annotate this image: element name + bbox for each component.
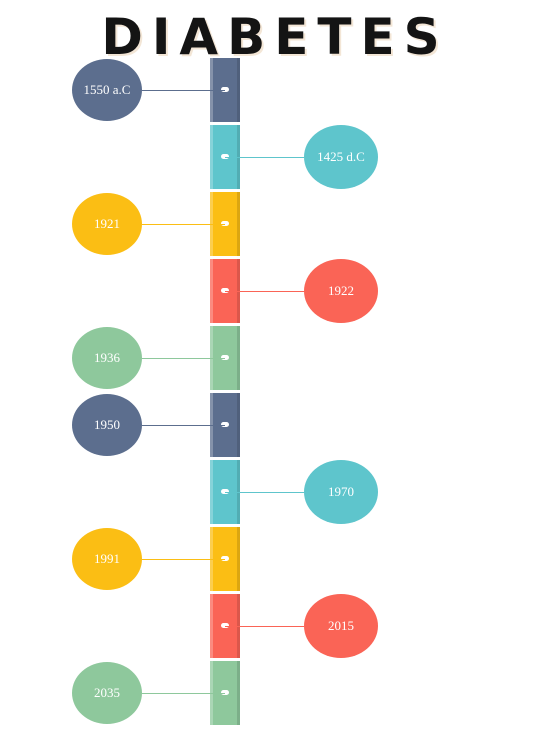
timeline-event-label: 1550 a.C <box>83 82 131 97</box>
timeline-event-bubble: 1550 a.C <box>72 59 142 121</box>
timeline-event-label: 1922 <box>328 283 354 298</box>
timeline-marker <box>221 288 229 293</box>
timeline-marker <box>221 489 229 494</box>
timeline-marker <box>221 556 229 561</box>
timeline-event-label: 1991 <box>94 551 120 566</box>
timeline-marker <box>221 623 229 628</box>
timeline-event-bubble: 1425 d.C <box>304 125 378 189</box>
timeline-marker <box>221 87 229 92</box>
timeline-marker <box>221 154 229 159</box>
timeline-connector <box>225 492 304 493</box>
timeline-event-bubble: 1936 <box>72 327 142 389</box>
timeline-connector <box>225 626 304 627</box>
timeline-connector <box>142 358 225 359</box>
timeline-connector <box>142 693 225 694</box>
page-title: DIABETES <box>101 8 449 66</box>
timeline-event-label: 1950 <box>94 417 120 432</box>
timeline-marker <box>221 690 229 695</box>
timeline-event-bubble: 2035 <box>72 662 142 724</box>
timeline-event-label: 1970 <box>328 484 354 499</box>
timeline-connector <box>142 224 225 225</box>
timeline-event-label: 1425 d.C <box>317 149 365 164</box>
timeline-event-label: 1936 <box>94 350 120 365</box>
timeline-connector <box>142 90 225 91</box>
timeline-marker <box>221 422 229 427</box>
timeline-event-bubble: 1991 <box>72 528 142 590</box>
timeline-event-bubble: 1970 <box>304 460 378 524</box>
timeline-connector <box>142 425 225 426</box>
timeline-marker <box>221 221 229 226</box>
timeline-marker <box>221 355 229 360</box>
timeline-event-label: 1921 <box>94 216 120 231</box>
timeline-event-bubble: 1950 <box>72 394 142 456</box>
timeline-event-label: 2015 <box>328 618 354 633</box>
timeline-connector <box>225 291 304 292</box>
timeline-event-bubble: 1922 <box>304 259 378 323</box>
timeline-event-label: 2035 <box>94 685 120 700</box>
timeline-event-bubble: 1921 <box>72 193 142 255</box>
timeline-event-bubble: 2015 <box>304 594 378 658</box>
timeline-connector <box>142 559 225 560</box>
timeline-connector <box>225 157 304 158</box>
